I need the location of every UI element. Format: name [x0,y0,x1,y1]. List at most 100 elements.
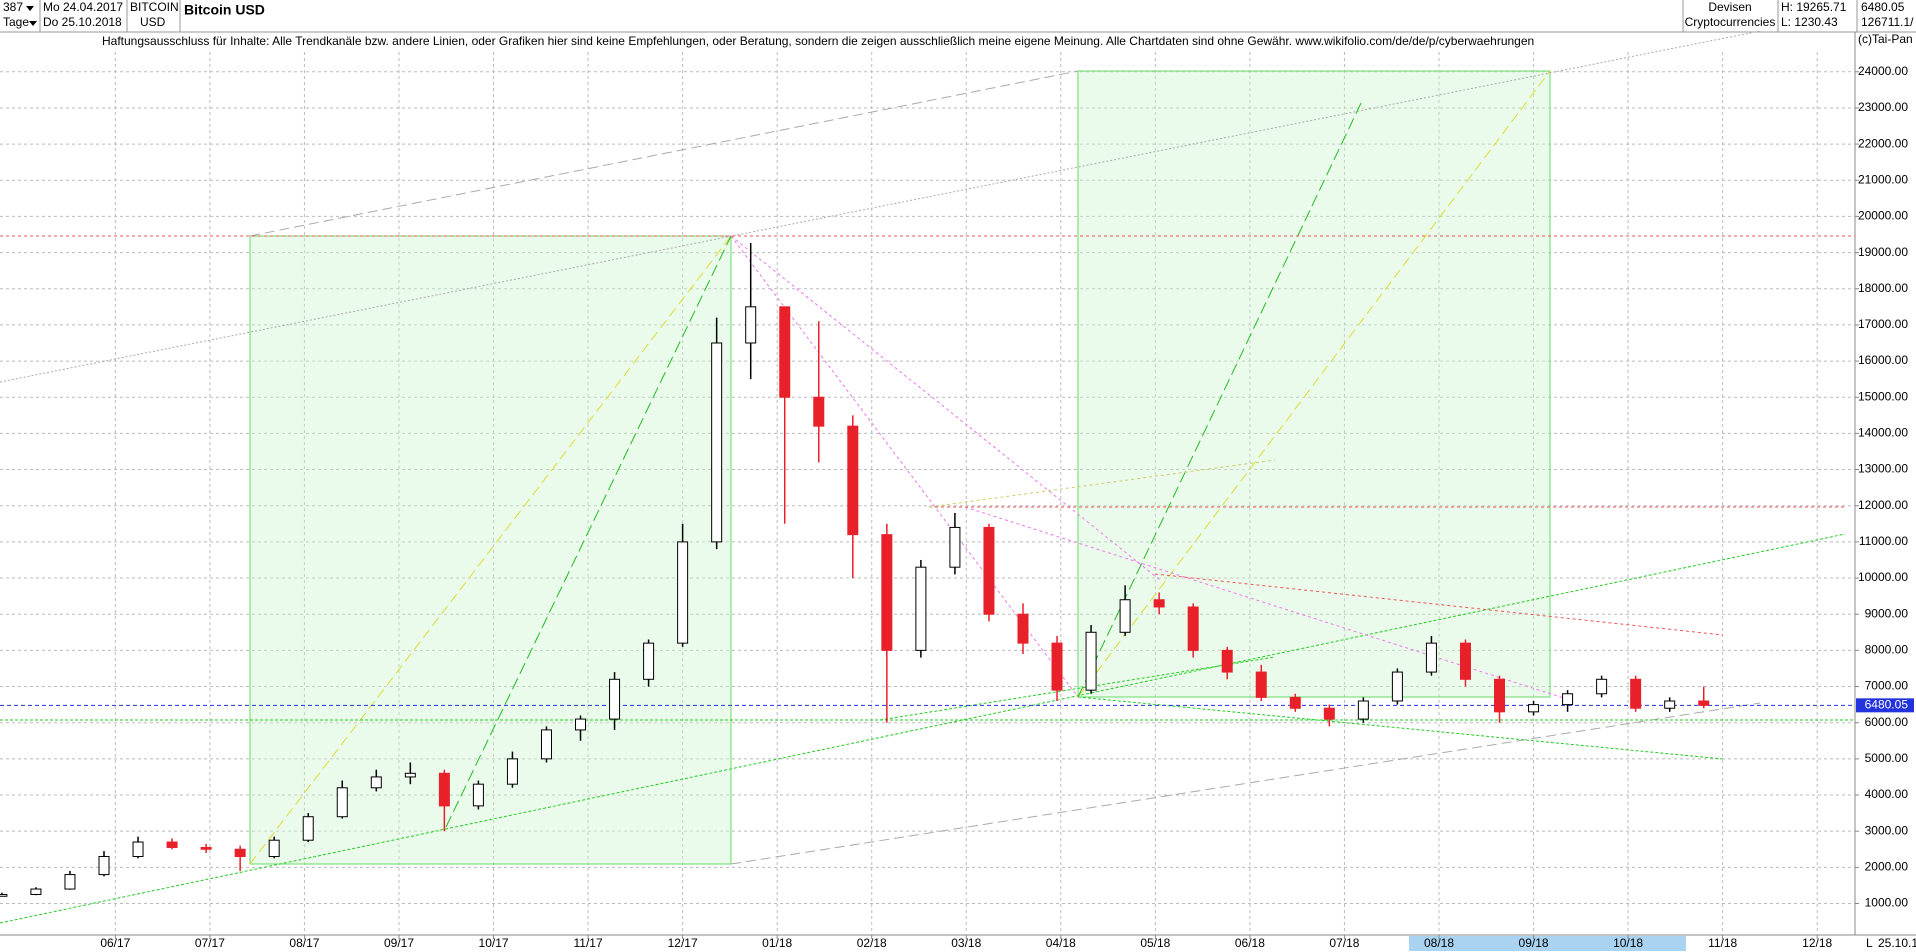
y-tick-label: 22000.00 [1858,136,1908,150]
y-tick-label: 1000.00 [1865,896,1909,910]
y-tick-label: 5000.00 [1865,751,1909,765]
currency: USD [140,15,166,29]
low: L: 1230.43 [1781,15,1838,29]
candle-body [575,718,587,731]
x-tick-label: 11/17 [574,936,603,950]
trend-line [1154,573,1724,636]
last: 6480.05 [1861,0,1905,14]
x-tick-label: 09/17 [384,936,414,950]
x-tick-label: 01/18 [762,936,792,950]
candle-body [370,776,382,789]
candle-body [1085,631,1097,691]
instrument-name: Bitcoin USD [184,2,265,18]
gann-line [1077,70,1551,698]
trend-line [730,702,1761,865]
y-tick-label: 6000.00 [1865,715,1909,729]
y-tick-label: 21000.00 [1858,172,1908,186]
count[interactable]: 387 [3,0,23,14]
copyright: (c)Tai-Pan [1858,32,1913,46]
candle-body [949,526,961,568]
to-date: Do 25.10.2018 [43,15,122,29]
symbol: BITCOIN [130,0,179,14]
candle-body [506,758,518,785]
candle-body [404,772,416,778]
x-tick-label: 10/18 [1613,936,1643,950]
x-tick-label: 12/17 [668,936,698,950]
candle-body [1255,671,1267,698]
category: Cryptocurrencies [1685,15,1776,29]
trend-line [0,30,1761,383]
candle-body [711,342,723,543]
candle-body [1017,613,1029,644]
candle-body [1323,707,1335,720]
trend-line [730,235,1161,581]
x-tick-label: 08/18 [1424,936,1454,950]
group: Devisen [1708,0,1751,14]
candle-body [847,425,859,536]
candle-body [30,888,42,895]
grid: 1000.00 2000.00 3000.00 4000.00 5000.00 6000.… [0,52,1908,950]
candle-body [1119,599,1131,633]
candle-body [302,816,314,841]
trend-line [0,533,1846,924]
candle-body [1664,700,1676,709]
trend-line [1077,696,1724,760]
disclaimer: Haftungsausschluss für Inhalte: Alle Tre… [102,34,1534,48]
candle-body [1459,642,1471,680]
y-tick-label: 15000.00 [1858,389,1908,403]
candle-body [234,848,246,857]
gann-line [445,235,732,828]
x-tick-label: 02/18 [857,936,887,950]
candle-body [1391,671,1403,702]
candle-body [677,541,689,644]
x-tick-label: 07/17 [195,936,225,950]
x-tick-label: 07/18 [1329,936,1359,950]
header: 387 Tage Mo 24.04.2017 Do 25.10.2018 BIT… [0,0,1916,33]
candle-body [609,678,621,720]
x-tick-label: 06/18 [1235,936,1265,950]
candle-body [779,306,791,398]
y-tick-label: 7000.00 [1865,679,1909,693]
x-tick-label: 11/18 [1708,936,1737,950]
y-tick-label: 17000.00 [1858,317,1908,331]
candle-body [0,893,8,897]
candle-body [1153,599,1165,608]
y-tick-label: 20000.00 [1858,209,1908,223]
gann-line [249,235,732,865]
last-price-tag [1856,698,1914,713]
candle-body [1289,696,1301,709]
candle-body [166,841,178,848]
candle-body [1221,649,1233,673]
y-tick-label: 18000.00 [1858,281,1908,295]
candle-body [64,874,76,890]
trend-line [928,459,1276,508]
candle-body [643,642,655,680]
candle-body [540,729,552,760]
y-tick-label: 19000.00 [1858,245,1908,259]
dropdown-arrow[interactable] [26,6,34,11]
x-tick-label: 08/17 [289,936,319,950]
candle-body [200,846,212,850]
period[interactable]: Tage [3,15,29,29]
candle-body [1051,642,1063,691]
y-tick-label: 4000.00 [1865,787,1909,801]
y-tick-label: 8000.00 [1865,643,1909,657]
candle-body [745,306,757,344]
candle-body [983,526,995,615]
axis-mode[interactable]: L [1866,936,1873,950]
candle-body [1494,678,1506,713]
dropdown-arrow[interactable] [29,21,37,26]
y-tick-label: 9000.00 [1865,606,1909,620]
y-tick-label: 11000.00 [1859,534,1908,548]
candle-body [1528,704,1540,713]
candle-body [1357,700,1369,720]
y-tick-label: 2000.00 [1865,860,1909,874]
from-date: Mo 24.04.2017 [43,0,123,14]
x-tick-label: 05/18 [1140,936,1170,950]
x-tick-label: 06/17 [100,936,130,950]
y-tick-label: 16000.00 [1858,353,1908,367]
candle-body [1630,678,1642,709]
candle-body [1425,642,1437,673]
